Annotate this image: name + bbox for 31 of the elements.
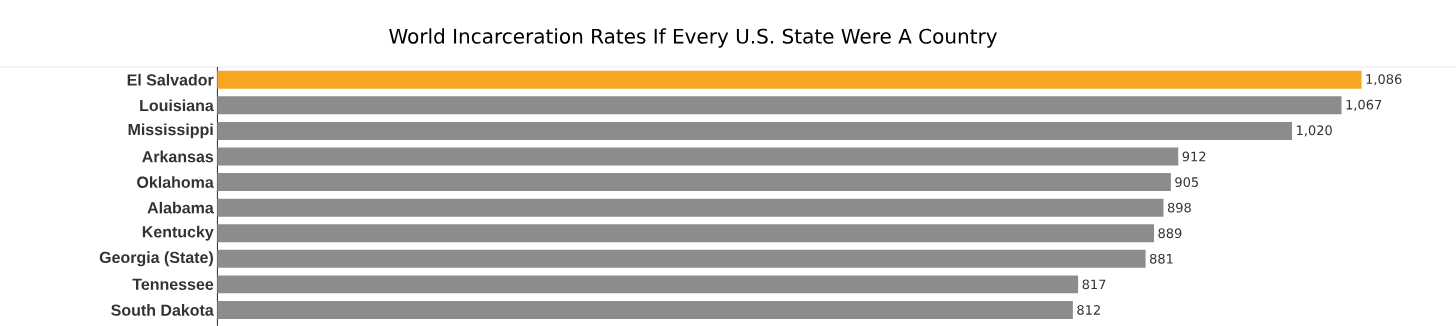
bar bbox=[217, 96, 1342, 115]
y-tick-label: Arkansas bbox=[142, 150, 214, 163]
chart-title: World Incarceration Rates If Every U.S. State Were A Country bbox=[389, 28, 997, 48]
bar bbox=[217, 300, 1073, 319]
bar bbox=[217, 198, 1164, 217]
bar bbox=[217, 249, 1146, 268]
data-label: 1,020 bbox=[1296, 125, 1332, 137]
y-tick-label: Tennessee bbox=[132, 278, 214, 290]
data-label: 889 bbox=[1158, 228, 1182, 238]
y-tick-label: Louisiana bbox=[140, 99, 214, 112]
y-tick-label: Mississippi bbox=[128, 123, 213, 139]
bar bbox=[217, 172, 1171, 191]
data-label: 898 bbox=[1167, 202, 1191, 213]
data-label: 1,067 bbox=[1346, 99, 1382, 111]
data-label: 905 bbox=[1175, 176, 1199, 187]
bar bbox=[217, 121, 1293, 140]
y-tick-label: South Dakota bbox=[111, 303, 214, 316]
bar bbox=[217, 224, 1154, 243]
y-tick-label: El Salvador bbox=[127, 73, 214, 86]
y-tick-label: Alabama bbox=[147, 201, 214, 214]
y-tick-label: Kentucky bbox=[142, 225, 214, 241]
bar bbox=[217, 275, 1079, 294]
bar bbox=[217, 70, 1362, 89]
data-label: 817 bbox=[1082, 279, 1106, 290]
y-tick-label: Georgia (State) bbox=[99, 251, 213, 267]
data-label: 1,086 bbox=[1366, 74, 1402, 86]
bar bbox=[217, 147, 1179, 166]
data-label: 881 bbox=[1149, 253, 1173, 264]
data-label: 812 bbox=[1077, 304, 1100, 315]
data-label: 912 bbox=[1182, 151, 1206, 162]
y-tick-label: Oklahoma bbox=[137, 176, 214, 188]
